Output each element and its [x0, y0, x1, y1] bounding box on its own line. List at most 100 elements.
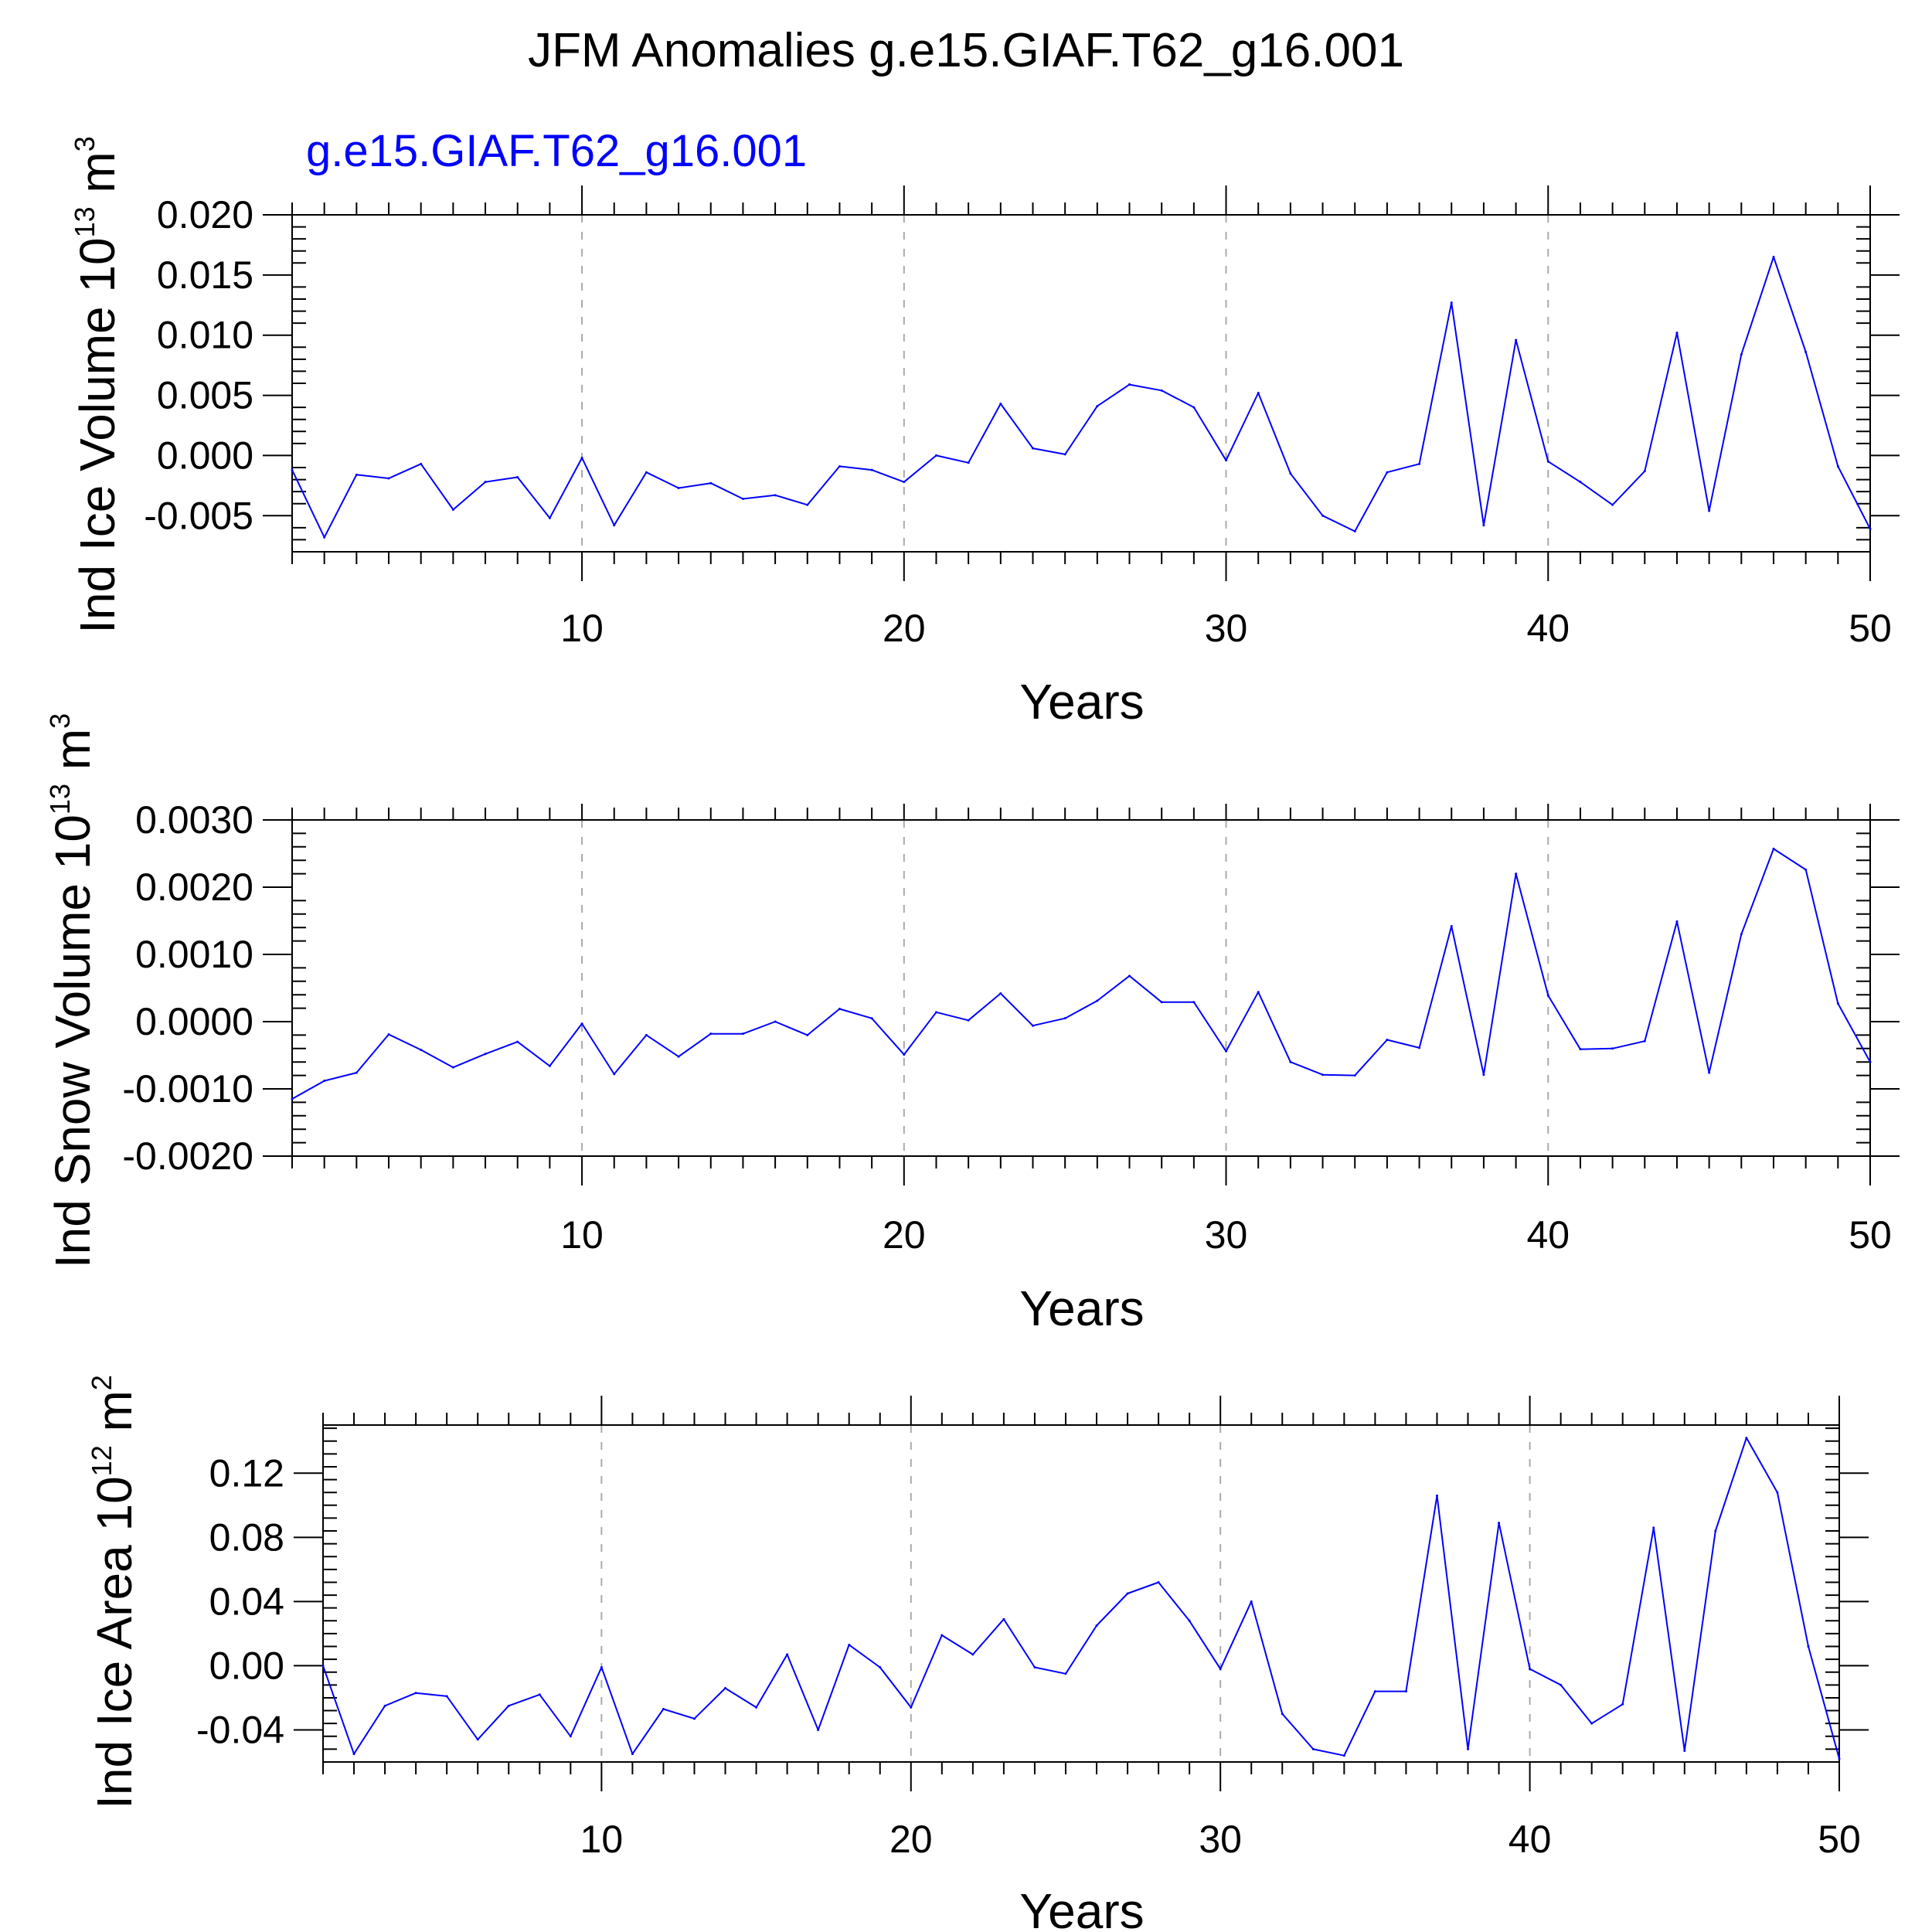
- data-point: [538, 1693, 541, 1696]
- y-tick-label: 0.0030: [135, 798, 253, 842]
- data-point: [1740, 353, 1743, 356]
- ylabel-main: Ind Snow Volume 10: [45, 815, 100, 1268]
- data-point: [1869, 527, 1872, 530]
- data-point: [291, 468, 294, 471]
- x-axis-label: Years: [1019, 1281, 1144, 1336]
- panel-ice-area: Ind Ice Area 1012 m2 Years 10 20 30 40 50 -0.…: [86, 1375, 1869, 1932]
- data-point: [1289, 472, 1292, 475]
- data-point: [1192, 1001, 1196, 1004]
- data-point: [1482, 1073, 1485, 1077]
- y-tick-label: 0.0000: [135, 1000, 253, 1043]
- panel-ice-volume: g.e15.GIAF.T62_g16.001 Ind Ice Volume 10…: [69, 126, 1900, 730]
- data-point: [774, 1020, 777, 1023]
- x-tick-label: 50: [1849, 1213, 1892, 1257]
- data-point: [1250, 1600, 1253, 1603]
- data-point: [1160, 1001, 1163, 1004]
- data-point: [451, 509, 454, 511]
- x-axis-label: Years: [1019, 674, 1144, 730]
- data-point: [420, 462, 423, 465]
- series-line: [322, 1437, 1840, 1760]
- data-point: [1257, 391, 1260, 394]
- y-tick-label: 0.0020: [135, 866, 253, 909]
- data-point: [355, 1071, 358, 1074]
- data-point: [870, 468, 873, 471]
- data-point: [1063, 453, 1066, 456]
- data-point: [971, 1653, 975, 1656]
- plot-frame: [322, 1424, 1840, 1763]
- y-tick-label: 0.08: [209, 1515, 284, 1559]
- data-point: [1160, 389, 1163, 392]
- data-point: [1776, 1491, 1779, 1494]
- data-point: [548, 516, 551, 519]
- data-point: [1745, 1437, 1748, 1440]
- panel-snow-volume: Ind Snow Volume 1013 m3 Years 10 20 30 40 50…: [44, 713, 1900, 1336]
- data-point: [741, 497, 744, 500]
- ylabel-exponent: 12: [86, 1445, 117, 1476]
- data-point: [1675, 332, 1679, 335]
- y-tick-label: 0.00: [209, 1644, 284, 1687]
- data-point: [1192, 406, 1196, 409]
- data-point: [323, 1080, 326, 1083]
- data-point: [1128, 383, 1131, 386]
- data-point: [1031, 447, 1034, 450]
- data-point: [1353, 1074, 1356, 1077]
- data-point: [903, 481, 906, 484]
- data-point: [1621, 1702, 1624, 1706]
- data-point: [967, 461, 970, 464]
- data-point: [967, 1019, 970, 1022]
- x-tick-label: 30: [1205, 1213, 1248, 1257]
- data-point: [1836, 1002, 1839, 1005]
- data-point: [1772, 256, 1775, 258]
- data-point: [451, 1066, 454, 1069]
- data-point: [870, 1017, 873, 1020]
- data-point: [476, 1738, 479, 1741]
- data-point: [1611, 1047, 1614, 1050]
- data-point: [1498, 1522, 1501, 1525]
- data-point: [1529, 1668, 1532, 1671]
- y-tick-label: -0.005: [144, 494, 253, 537]
- data-point: [999, 402, 1002, 405]
- data-point: [934, 454, 937, 457]
- data-point: [548, 1064, 551, 1067]
- ylabel-unit: m: [70, 151, 125, 206]
- data-point: [838, 1007, 841, 1010]
- data-point: [1804, 868, 1808, 871]
- data-point: [1404, 1690, 1407, 1693]
- data-point: [848, 1643, 851, 1646]
- y-tick-label: 0.015: [157, 253, 253, 297]
- data-point: [1683, 1749, 1686, 1752]
- x-tick-label: 10: [560, 1213, 604, 1257]
- x-tick-label: 50: [1849, 607, 1892, 650]
- data-point: [1643, 470, 1646, 473]
- data-point: [1225, 459, 1228, 462]
- data-point: [677, 1055, 680, 1058]
- series-line: [291, 256, 1871, 539]
- data-point: [1063, 1017, 1066, 1020]
- data-point: [1643, 1039, 1646, 1043]
- data-point: [1311, 1747, 1315, 1750]
- data-point: [1219, 1668, 1222, 1671]
- data-point: [1157, 1580, 1160, 1583]
- x-tick-label: 50: [1818, 1818, 1861, 1861]
- data-point: [631, 1753, 634, 1756]
- figure-title: JFM Anomalies g.e15.GIAF.T62_g16.001: [528, 24, 1404, 77]
- y-tick-label: -0.0020: [122, 1134, 253, 1178]
- plot-area-ice-area: 10 20 30 40 50 -0.04 0.00 0.04 0.08 0.12: [196, 1396, 1869, 1861]
- data-point: [1515, 338, 1518, 342]
- data-point: [1708, 1071, 1711, 1074]
- data-point: [580, 1022, 583, 1026]
- data-point: [1353, 530, 1356, 533]
- data-point: [709, 481, 713, 485]
- data-point: [1418, 1046, 1421, 1049]
- data-point: [613, 524, 616, 527]
- data-point: [1225, 1049, 1228, 1053]
- x-tick-label: 30: [1205, 607, 1248, 650]
- data-point: [934, 1011, 937, 1014]
- ylabel-unit: m: [87, 1390, 142, 1445]
- data-point: [1546, 994, 1549, 997]
- y-axis-label: Ind Ice Volume 1013 m3: [69, 136, 125, 634]
- data-point: [1467, 1747, 1470, 1750]
- data-point: [806, 503, 809, 506]
- data-point: [1373, 1690, 1376, 1693]
